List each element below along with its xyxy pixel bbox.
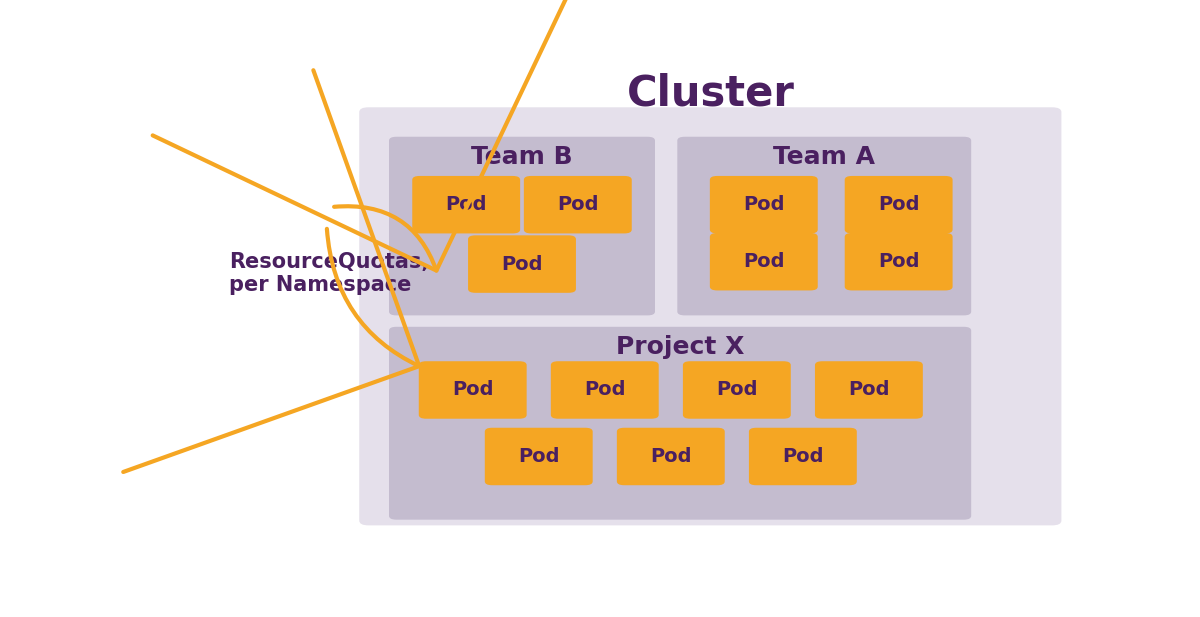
Text: Pod: Pod [848, 381, 889, 399]
FancyBboxPatch shape [468, 235, 576, 293]
FancyBboxPatch shape [485, 428, 593, 485]
Text: Pod: Pod [650, 447, 691, 466]
Text: Project X: Project X [616, 335, 744, 359]
FancyBboxPatch shape [389, 137, 655, 315]
Text: Pod: Pod [716, 381, 757, 399]
FancyBboxPatch shape [710, 176, 817, 233]
Text: Pod: Pod [557, 195, 599, 214]
Text: Team B: Team B [472, 145, 572, 169]
Text: Pod: Pod [445, 195, 487, 214]
FancyBboxPatch shape [359, 107, 1062, 526]
Text: Pod: Pod [743, 195, 785, 214]
Text: Team A: Team A [773, 145, 875, 169]
FancyBboxPatch shape [413, 176, 520, 233]
Text: Pod: Pod [452, 381, 493, 399]
FancyBboxPatch shape [551, 361, 659, 419]
Text: Pod: Pod [518, 447, 559, 466]
FancyBboxPatch shape [683, 361, 791, 419]
FancyBboxPatch shape [617, 428, 725, 485]
FancyBboxPatch shape [845, 233, 953, 291]
Text: Cluster: Cluster [626, 72, 794, 114]
FancyBboxPatch shape [710, 233, 817, 291]
FancyBboxPatch shape [845, 176, 953, 233]
FancyBboxPatch shape [677, 137, 971, 315]
FancyBboxPatch shape [524, 176, 631, 233]
FancyBboxPatch shape [389, 327, 971, 520]
Text: Pod: Pod [502, 255, 542, 273]
FancyArrowPatch shape [124, 70, 419, 472]
FancyBboxPatch shape [749, 428, 857, 485]
FancyBboxPatch shape [419, 361, 527, 419]
Text: Pod: Pod [584, 381, 625, 399]
FancyBboxPatch shape [815, 361, 923, 419]
Text: Pod: Pod [782, 447, 823, 466]
Text: Pod: Pod [878, 252, 919, 271]
Text: Pod: Pod [743, 252, 785, 271]
FancyArrowPatch shape [152, 0, 571, 270]
Text: ResourceQuotas,
per Namespace: ResourceQuotas, per Namespace [229, 252, 430, 295]
Text: Pod: Pod [878, 195, 919, 214]
